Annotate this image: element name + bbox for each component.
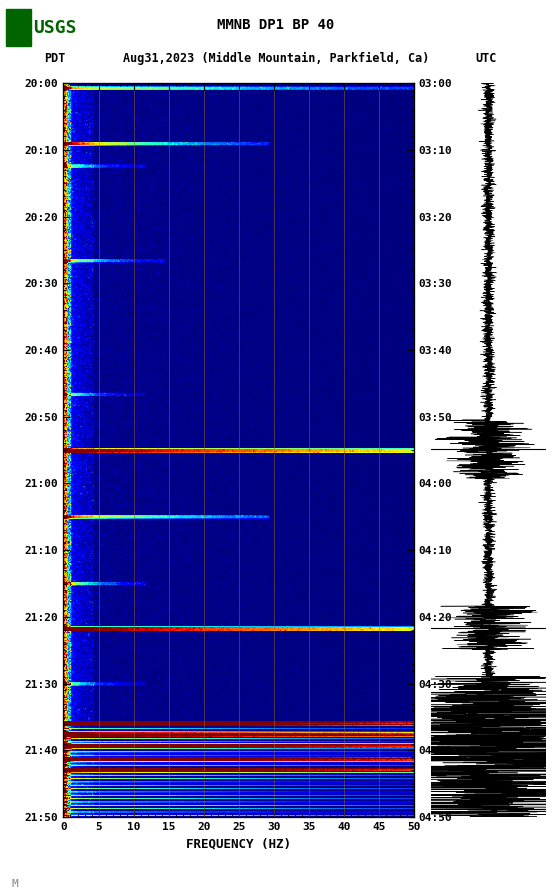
X-axis label: FREQUENCY (HZ): FREQUENCY (HZ) (186, 838, 291, 850)
Text: Aug31,2023 (Middle Mountain, Parkfield, Ca): Aug31,2023 (Middle Mountain, Parkfield, … (123, 52, 429, 64)
Text: UTC: UTC (475, 52, 496, 64)
Text: M: M (11, 879, 18, 889)
Text: MMNB DP1 BP 40: MMNB DP1 BP 40 (217, 18, 335, 32)
Text: PDT: PDT (44, 52, 66, 64)
Text: USGS: USGS (33, 20, 77, 38)
Bar (6, 9, 31, 46)
